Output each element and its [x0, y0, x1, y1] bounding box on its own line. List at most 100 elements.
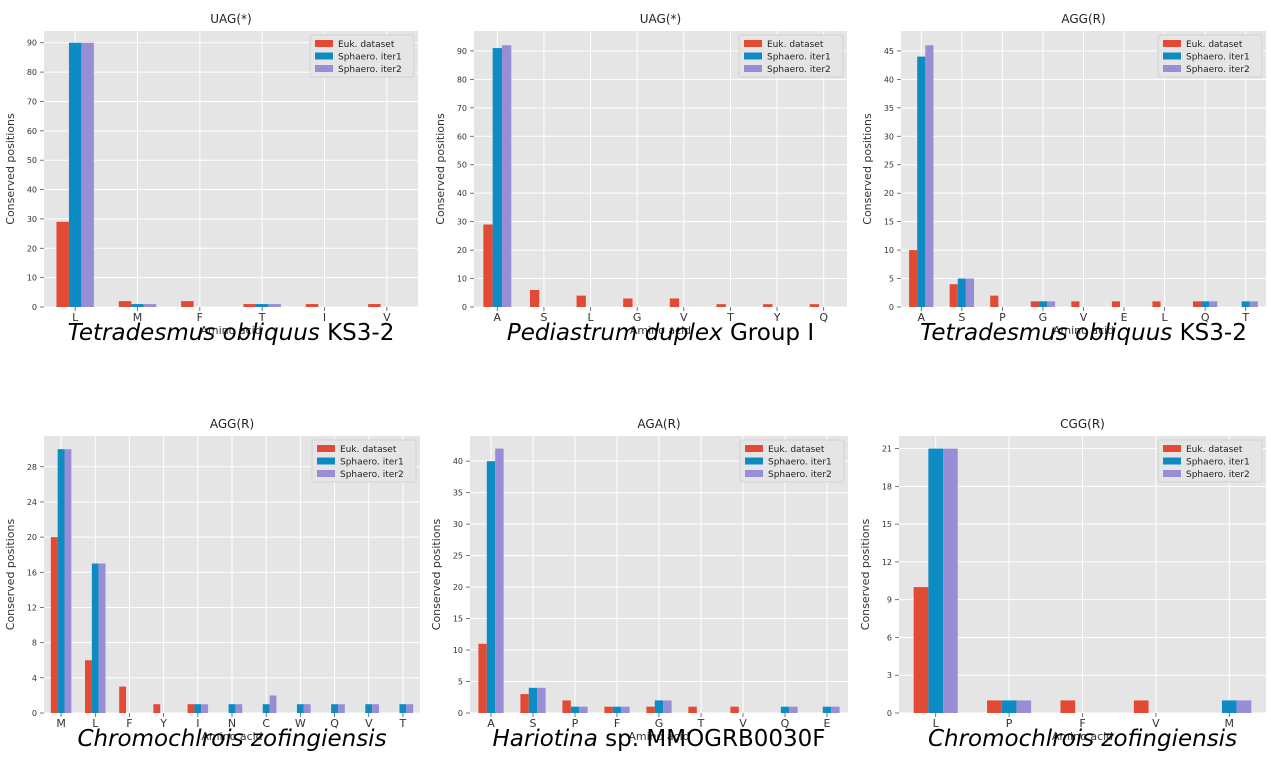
x-tick-label: F — [1079, 717, 1085, 730]
legend-swatch — [745, 457, 763, 465]
y-tick-label: 5 — [458, 678, 463, 687]
legend-swatch — [1163, 445, 1181, 452]
bar-m-s2 — [131, 304, 144, 307]
x-tick-label: I — [196, 717, 199, 730]
y-tick-label: 9 — [887, 596, 892, 605]
y-tick-label: 16 — [27, 568, 37, 577]
bar-g-s3 — [663, 700, 672, 713]
bar-t-s1 — [243, 304, 256, 307]
x-tick-label: N — [228, 717, 236, 730]
bar-f-s3 — [621, 706, 630, 713]
legend-swatch — [745, 445, 763, 452]
x-tick-label: V — [1152, 717, 1160, 730]
y-tick-label: 30 — [27, 215, 37, 224]
x-tick-label: T — [1241, 311, 1249, 324]
x-tick-label: S — [958, 311, 965, 324]
chart-panel: 0 3 6 9 12 15 18 21 L P F V M Amino acid Conserved pos… — [859, 417, 1266, 743]
legend-swatch — [744, 52, 762, 60]
x-axis-label: Amino acid — [200, 324, 261, 337]
bar-p-s2 — [1001, 700, 1017, 713]
bar-c-s3 — [269, 695, 277, 713]
x-tick-label: Y — [159, 717, 167, 730]
x-tick-label: T — [697, 717, 705, 730]
y-tick-label: 8 — [32, 639, 37, 648]
species-caption: Chromochlrois zofingiensis — [873, 726, 1271, 752]
y-tick-label: 90 — [457, 47, 467, 56]
legend-label: Sphaero. iter2 — [1186, 470, 1250, 480]
y-tick-label: 24 — [27, 498, 37, 507]
bar-v-s1 — [1071, 301, 1080, 307]
legend-swatch — [744, 40, 762, 47]
bar-v-s1 — [1133, 700, 1149, 713]
y-tick-label: 50 — [27, 156, 37, 165]
chart-panel: 0 4 8 12 16 20 24 28 M L F Y I N C W Q V T Amino acid Conser… — [4, 417, 420, 743]
legend-box — [1157, 439, 1263, 483]
chart-panel: 0 5 10 15 20 25 30 35 40 45 A S P G V E L Q T Amino acid Con… — [861, 12, 1266, 337]
y-tick-label: 20 — [27, 244, 37, 253]
y-tick-label: 0 — [458, 709, 463, 718]
y-tick-label: 50 — [457, 161, 467, 170]
x-tick-label: V — [680, 311, 688, 324]
legend-label: Sphaero. iter1 — [1186, 458, 1250, 468]
bar-q-s1 — [809, 304, 820, 307]
bar-f-s1 — [1060, 700, 1076, 713]
bar-l-s1 — [1152, 301, 1161, 307]
x-axis-label: Amino acid — [628, 730, 689, 743]
x-axis-label: Amino acid — [201, 730, 262, 743]
bar-l-s2 — [91, 563, 99, 713]
chart-panel: 0 10 20 30 40 50 60 70 80 90 A S L G V T Y Q Amino acid Con… — [434, 12, 847, 337]
legend-label: Euk. dataset — [338, 40, 395, 50]
y-tick-label: 20 — [457, 246, 467, 255]
strain-label: sp. MMOGRB0030F — [597, 726, 826, 752]
y-tick-label: 80 — [27, 68, 37, 77]
bar-q-s3 — [789, 706, 798, 713]
bar-q-s2 — [331, 704, 338, 713]
x-tick-label: M — [133, 311, 143, 324]
legend-swatch — [1163, 457, 1181, 465]
x-tick-label: G — [655, 717, 664, 730]
y-tick-label: 21 — [882, 445, 892, 454]
y-tick-label: 15 — [884, 218, 894, 227]
x-tick-label: T — [258, 311, 266, 324]
legend-label: Sphaero. iter1 — [340, 458, 404, 468]
y-tick-label: 80 — [457, 75, 467, 84]
bar-g-s2 — [1038, 301, 1047, 307]
y-axis-label: Conserved positions — [434, 113, 447, 225]
y-tick-label: 0 — [889, 303, 894, 312]
bar-p-s1 — [987, 700, 1002, 713]
x-tick-label: M — [1225, 717, 1235, 730]
legend-swatch — [315, 40, 333, 47]
bar-f-s1 — [604, 706, 613, 713]
bar-l-s1 — [913, 587, 929, 713]
bar-t-s3 — [1249, 301, 1258, 307]
x-tick-label: V — [739, 717, 747, 730]
bar-c-s2 — [262, 704, 270, 713]
x-tick-label: W — [295, 717, 306, 730]
x-tick-label: Y — [773, 311, 781, 324]
bar-g-s2 — [654, 700, 664, 713]
legend-swatch — [317, 470, 335, 477]
y-tick-label: 40 — [884, 75, 894, 84]
strain-label: Group I — [722, 320, 815, 346]
x-tick-label: L — [933, 717, 940, 730]
legend-swatch — [315, 52, 333, 60]
legend-swatch — [745, 470, 763, 477]
x-tick-label: P — [1006, 717, 1013, 730]
species-caption: Tetradesmus obliquus KS3-2 — [874, 320, 1271, 346]
y-axis-label: Conserved positions — [4, 519, 17, 631]
bar-a-s1 — [478, 643, 487, 713]
x-tick-label: G — [1039, 311, 1048, 324]
bar-y-s1 — [763, 304, 773, 307]
bar-l-s3 — [81, 42, 94, 307]
bar-l-s1 — [85, 660, 92, 713]
species-name: Tetradesmus obliquus — [67, 320, 320, 346]
x-tick-label: E — [1121, 311, 1128, 324]
bar-t-s1 — [716, 304, 726, 307]
legend-label: Sphaero. iter2 — [767, 65, 831, 75]
y-tick-label: 28 — [27, 463, 37, 472]
bar-q-s3 — [1209, 301, 1218, 307]
bar-m-s1 — [50, 537, 58, 713]
bar-a-s3 — [925, 45, 934, 307]
bar-l-s1 — [576, 295, 586, 307]
